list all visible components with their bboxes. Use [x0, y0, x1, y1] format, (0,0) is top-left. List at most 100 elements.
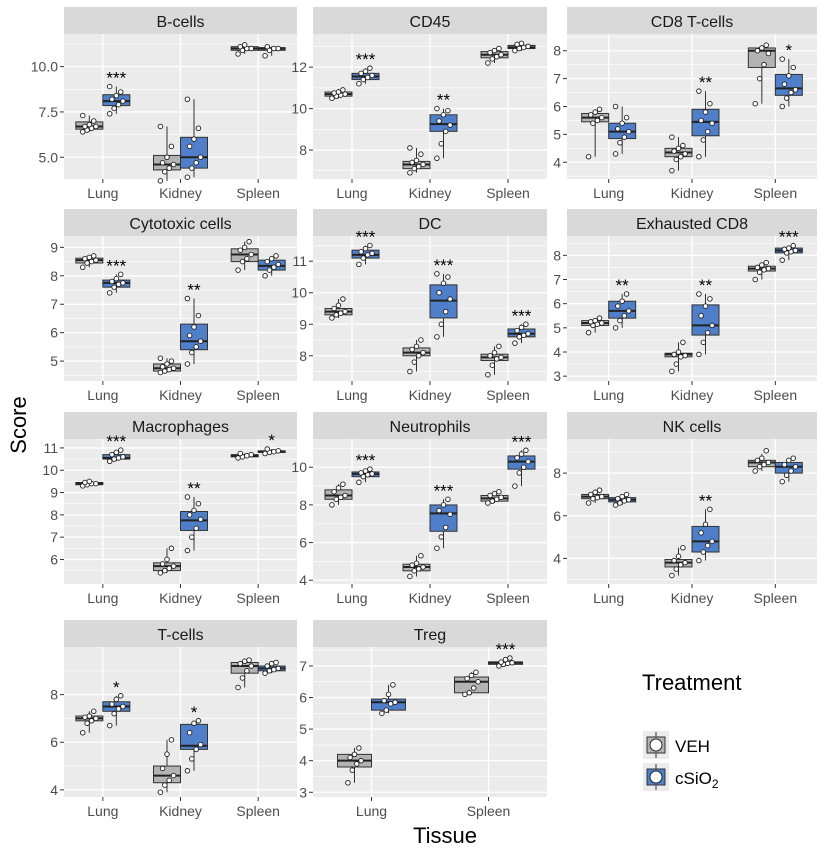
data-point [115, 455, 122, 461]
data-point [335, 485, 342, 491]
data-point [756, 269, 763, 276]
data-point [111, 456, 117, 462]
data-point [485, 371, 491, 378]
panel-title: CD8 T-cells [651, 14, 733, 31]
box-veh-kidney [402, 553, 431, 580]
panel-strip [64, 7, 297, 34]
data-point [275, 45, 282, 52]
panel-strip [64, 620, 297, 647]
data-point [79, 729, 86, 736]
x-tick-label: Kidney [409, 185, 452, 201]
x-tick-label: Lung [593, 185, 624, 201]
data-point [496, 488, 502, 495]
data-point [90, 708, 97, 715]
y-tick-label: 6 [553, 99, 561, 115]
box-csio2-spleen [257, 659, 286, 676]
data-point [438, 141, 445, 147]
data-point [514, 455, 520, 461]
y-tick-label: 8 [553, 43, 561, 59]
significance-label: *** [512, 432, 532, 451]
box-csio2-kidney [180, 96, 208, 180]
data-point [440, 280, 447, 287]
data-point [164, 361, 170, 367]
data-point [496, 45, 502, 52]
data-point [418, 553, 424, 559]
data-point [358, 757, 364, 764]
data-point [379, 710, 385, 717]
data-point [599, 320, 605, 326]
box-csio2-spleen [257, 43, 286, 59]
data-point [707, 100, 713, 107]
x-tick-label: Spleen [236, 185, 280, 201]
data-point [696, 351, 702, 358]
panel-b-cells: B-cells 5.0 7.5 10.0 Lung Kidney Spleen *** [31, 7, 297, 201]
data-point [420, 161, 426, 168]
data-point [241, 42, 248, 48]
data-point [489, 56, 496, 62]
data-point [262, 53, 268, 59]
data-point [193, 746, 199, 753]
significance-label: *** [356, 451, 376, 470]
data-point [440, 502, 447, 508]
data-point [673, 566, 680, 572]
panel-treg: Treg 3 4 5 6 7 Lung Spleen *** [299, 620, 547, 819]
y-tick-label: 8 [553, 247, 561, 263]
data-point [409, 346, 415, 353]
data-point [170, 563, 177, 569]
panel-t-cells: T-cells 4 6 8 Lung Kidney Spleen * * [50, 620, 297, 819]
data-point [342, 308, 348, 315]
data-point [241, 244, 248, 251]
data-point [512, 340, 518, 346]
x-tick-label: Spleen [486, 387, 530, 403]
data-point [239, 258, 246, 265]
data-point [673, 156, 680, 163]
data-point [434, 155, 440, 162]
panel-strip [313, 209, 547, 236]
data-point [621, 313, 628, 319]
data-point [268, 255, 275, 262]
data-point [353, 761, 360, 767]
data-point [266, 668, 273, 674]
data-point [184, 96, 191, 102]
data-point [434, 105, 440, 112]
data-point [623, 291, 630, 297]
data-point [120, 280, 126, 286]
data-point [237, 247, 244, 253]
legend-key-veh: VEH [643, 731, 710, 759]
y-tick-label: 9 [50, 485, 58, 501]
x-tick-label: Kidney [671, 590, 714, 606]
data-point [331, 488, 337, 495]
x-tick-label: Lung [356, 803, 387, 819]
data-point [88, 718, 95, 724]
data-point [333, 312, 340, 318]
data-point [241, 658, 248, 665]
data-point [707, 296, 713, 302]
data-point [493, 54, 500, 60]
data-point [271, 666, 277, 673]
significance-label: *** [779, 228, 799, 247]
data-point [754, 264, 761, 271]
box-veh-spleen [480, 45, 509, 66]
y-tick-label: 10.0 [31, 59, 58, 75]
data-point [342, 492, 348, 499]
data-point [170, 161, 177, 168]
significance-label: *** [106, 69, 126, 88]
data-point [342, 91, 348, 97]
data-point [407, 145, 413, 151]
x-tick-label: Lung [336, 590, 367, 606]
data-point [612, 151, 619, 157]
panel-title: Cytotoxic cells [129, 216, 231, 233]
data-point [166, 777, 172, 784]
data-point [525, 43, 531, 50]
box-veh-spleen [747, 42, 776, 107]
data-point [381, 697, 387, 704]
data-point [445, 274, 451, 280]
data-point [392, 699, 398, 706]
y-tick-label: 4 [299, 572, 307, 588]
box-body [454, 676, 489, 694]
data-point [594, 494, 601, 501]
data-point [117, 89, 124, 95]
data-point [186, 143, 193, 150]
